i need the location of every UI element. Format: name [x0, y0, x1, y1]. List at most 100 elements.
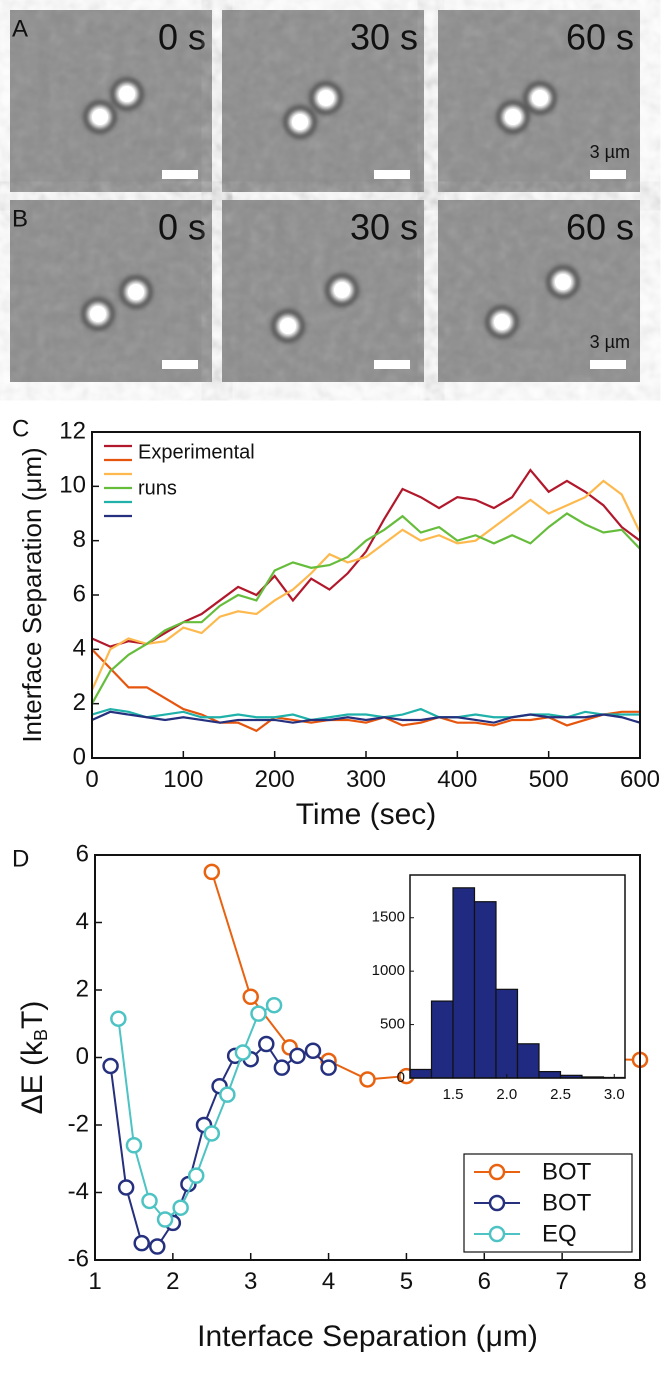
scale-bar: [162, 360, 198, 369]
y-tick-label: 6: [76, 840, 89, 867]
micrograph-noise: [438, 200, 640, 382]
marker: [242, 988, 259, 1005]
bead-core: [334, 282, 350, 298]
time-label: 0 s: [158, 17, 206, 58]
x-tick-label: 300: [346, 766, 386, 793]
histogram-bar: [430, 1000, 454, 1079]
y-tick-label: 500: [380, 1016, 405, 1033]
histogram-bar: [538, 1070, 562, 1079]
x-tick-label: 2: [166, 1268, 179, 1295]
y-tick-label: 8: [73, 526, 86, 553]
scale-label: 3 µm: [590, 142, 630, 162]
marker: [359, 1071, 376, 1088]
marker: [102, 1057, 119, 1075]
marker: [258, 1035, 275, 1053]
bead-core: [128, 284, 144, 300]
x-tick-label: 600: [620, 766, 660, 793]
time-label: 0 s: [158, 207, 206, 248]
scale-bar: [374, 170, 410, 179]
x-tick-label: 7: [555, 1268, 568, 1295]
x-tick-label: 8: [633, 1268, 646, 1295]
y-tick-label: 1500: [372, 909, 405, 926]
marker: [219, 1086, 236, 1103]
series-line: [91, 710, 641, 724]
y-axis-label: ΔE (kBT): [16, 1001, 51, 1115]
x-tick-label: 400: [437, 766, 477, 793]
y-tick-label: 0: [397, 1069, 405, 1086]
series-line: [91, 512, 641, 705]
micrograph-noise: [222, 200, 424, 382]
x-tick-label: 100: [163, 766, 203, 793]
bead-core: [505, 109, 521, 125]
panel-label: C: [12, 415, 29, 442]
marker: [149, 1238, 166, 1255]
y-tick-label: 0: [73, 743, 86, 770]
x-axis-label: Interface Separation (μm): [197, 1320, 538, 1353]
y-tick-label: 0: [76, 1043, 89, 1070]
histogram-bar: [409, 1068, 433, 1079]
y-tick-label: -6: [68, 1245, 89, 1272]
time-label: 30 s: [350, 17, 418, 58]
marker: [125, 1137, 143, 1154]
histogram-bar: [495, 988, 519, 1079]
bead-core: [318, 90, 334, 106]
marker: [141, 1192, 158, 1210]
x-tick-label: 1: [88, 1268, 101, 1295]
marker: [289, 1047, 306, 1065]
y-tick-label: 4: [73, 635, 86, 662]
legend-text: BOT: [542, 1158, 592, 1185]
bead-core: [119, 86, 135, 102]
series-line: [91, 707, 640, 722]
legend-marker: [488, 1194, 506, 1212]
x-tick-label: 5: [400, 1268, 413, 1295]
y-tick-label: 1000: [372, 962, 405, 979]
x-tick-label: 4: [322, 1268, 335, 1295]
scale-label: 3 µm: [590, 332, 630, 352]
marker: [265, 996, 283, 1014]
histogram-bar: [473, 901, 497, 1079]
scale-bar: [590, 360, 626, 369]
plot-frame: [409, 874, 626, 1079]
series-line: [90, 479, 641, 691]
panel-label: D: [12, 845, 29, 872]
x-tick-label: 2.0: [496, 1086, 517, 1103]
histogram-bar: [452, 887, 476, 1079]
bead-core: [532, 90, 548, 106]
marker: [156, 1211, 174, 1228]
y-axis-label-main: ΔE (k: [16, 1040, 49, 1114]
scale-bar: [162, 170, 198, 179]
legend-text: runs: [138, 477, 177, 499]
marker: [203, 1125, 221, 1142]
marker: [110, 1010, 127, 1027]
bead-core: [555, 274, 571, 290]
bead-core: [292, 114, 308, 130]
marker: [320, 1059, 337, 1076]
legend-text: Experimental: [138, 441, 255, 463]
marker: [172, 1199, 189, 1216]
y-tick-label: 12: [59, 417, 86, 444]
marker: [273, 1059, 291, 1076]
x-axis-label: Time (sec): [296, 798, 437, 831]
x-tick-label: 3: [244, 1268, 257, 1295]
y-tick-label: -4: [68, 1178, 89, 1205]
scale-bar: [590, 170, 626, 179]
x-tick-label: 0: [85, 766, 98, 793]
bead-core: [92, 109, 108, 125]
time-label: 60 s: [566, 207, 634, 248]
x-tick-label: 2.5: [550, 1086, 571, 1103]
marker: [133, 1234, 150, 1252]
marker: [234, 1044, 252, 1061]
y-tick-label: 2: [76, 975, 89, 1002]
y-tick-label: 10: [59, 472, 86, 499]
marker: [304, 1042, 322, 1059]
histogram-bar: [516, 1043, 540, 1079]
time-label: 60 s: [566, 17, 634, 58]
x-tick-label: 1.5: [443, 1086, 464, 1103]
plot-frame: [91, 431, 641, 759]
time-label: 30 s: [350, 207, 418, 248]
marker: [117, 1179, 135, 1196]
legend-marker: [488, 1163, 506, 1181]
micrograph-noise: [10, 10, 212, 192]
plot-frame: [94, 854, 641, 1261]
